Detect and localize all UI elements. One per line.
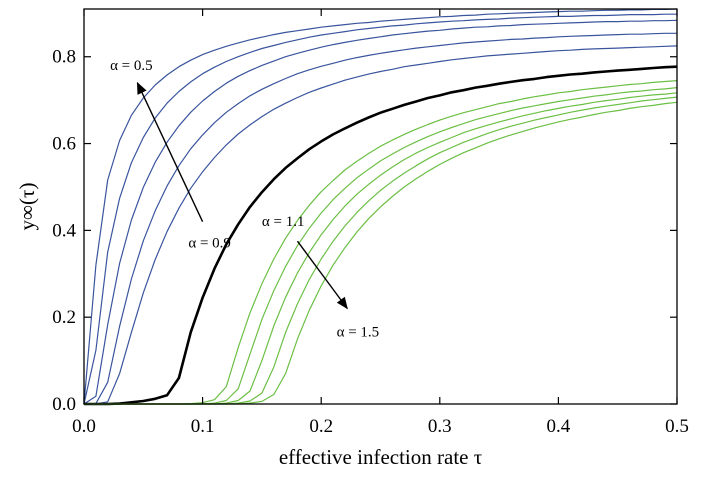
y-tick-label: 0.4 bbox=[52, 220, 76, 241]
series-line-5-low_alpha bbox=[84, 45, 678, 405]
annotation-label-1: α = 0.5 bbox=[110, 58, 153, 74]
series-line-1-low_alpha bbox=[83, 8, 678, 405]
tick-layer: 0.0 0.1 0.2 0.3 0.4 0.5 0.0 0.2 0.4 0.6 0.8 bbox=[52, 9, 689, 437]
y-tick-label: 0.6 bbox=[52, 134, 76, 155]
annotation-label-2: α = 0.9 bbox=[188, 236, 231, 252]
series-layer bbox=[83, 8, 678, 406]
x-tick-label: 0.5 bbox=[665, 416, 689, 437]
series-line-2-low_alpha bbox=[83, 13, 677, 405]
series-line-11-high_alpha bbox=[84, 101, 678, 405]
y-tick-label: 0.8 bbox=[52, 47, 76, 68]
x-tick-label: 0.3 bbox=[428, 416, 452, 437]
series-line-3-low_alpha bbox=[83, 19, 678, 405]
annotation-label-3: α = 1.1 bbox=[262, 214, 305, 230]
series-line-4-low_alpha bbox=[83, 32, 677, 405]
x-tick-label: 0.1 bbox=[191, 416, 215, 437]
annotation-layer: α = 0.5 α = 0.9 α = 1.1 α = 1.5 bbox=[110, 58, 379, 341]
y-tick-label: 0.0 bbox=[52, 394, 76, 415]
x-tick-label: 0.0 bbox=[72, 416, 96, 437]
series-line-6-critical bbox=[84, 65, 678, 406]
x-axis-label: effective infection rate τ bbox=[279, 445, 482, 469]
series-line-7-high_alpha bbox=[84, 80, 678, 405]
series-line-9-high_alpha bbox=[84, 92, 678, 405]
x-tick-label: 0.2 bbox=[309, 416, 333, 437]
y-tick-label: 0.2 bbox=[52, 307, 76, 328]
series-line-10-high_alpha bbox=[84, 96, 678, 405]
plot-frame bbox=[83, 8, 678, 405]
annotation-label-4: α = 1.5 bbox=[337, 325, 380, 341]
y-axis-label: y∞(τ) bbox=[15, 183, 39, 231]
annotation-arrow-2 bbox=[296, 240, 348, 310]
x-tick-label: 0.4 bbox=[547, 416, 571, 437]
annotation-arrow-1 bbox=[136, 81, 204, 222]
